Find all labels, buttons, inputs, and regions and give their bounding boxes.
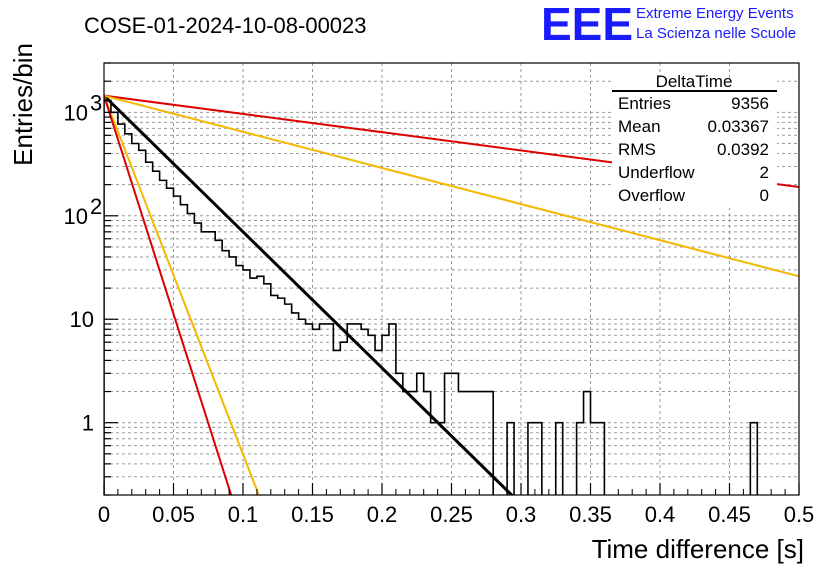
stats-row-value: 2 bbox=[760, 163, 769, 182]
stats-row-value: 0.0392 bbox=[717, 140, 769, 159]
stats-row-label: Mean bbox=[618, 117, 661, 136]
stats-rows: Entries 9356 Mean 0.03367 RMS 0.0392 Underflow… bbox=[618, 94, 769, 205]
x-tick-label: 0.4 bbox=[645, 502, 676, 527]
stats-row-label: Overflow bbox=[618, 186, 686, 205]
grid-lines bbox=[104, 62, 799, 496]
x-tick-label: 0.2 bbox=[367, 502, 398, 527]
y-tick-label: 10 bbox=[70, 307, 94, 332]
stats-box-title: DeltaTime bbox=[656, 72, 733, 91]
stats-row-value: 9356 bbox=[731, 94, 769, 113]
x-tick-label: 0 bbox=[98, 502, 110, 527]
chart-title: COSE-01-2024-10-08-00023 bbox=[84, 13, 367, 38]
x-tick-label: 0.1 bbox=[228, 502, 259, 527]
x-tick-label: 0.25 bbox=[430, 502, 473, 527]
logo-line-1: Extreme Energy Events bbox=[636, 5, 794, 22]
stats-row-label: RMS bbox=[618, 140, 656, 159]
y-tick-label: 1 bbox=[82, 411, 94, 436]
y-tick-label: 10 bbox=[64, 204, 88, 229]
y-tick-exponent: 2 bbox=[90, 194, 102, 219]
stats-box-background bbox=[612, 78, 777, 208]
series-line-red-4 bbox=[104, 95, 233, 495]
x-tick-label: 0.05 bbox=[152, 502, 195, 527]
x-tick-label: 0.5 bbox=[784, 502, 815, 527]
axis-ticks bbox=[103, 62, 800, 496]
x-axis-title: Time difference [s] bbox=[592, 534, 804, 564]
y-tick-exponent: 3 bbox=[90, 90, 102, 115]
series-line-yellow-2 bbox=[104, 94, 799, 278]
histogram-outline bbox=[104, 99, 759, 495]
series-line-yellow-3 bbox=[104, 95, 260, 495]
x-tick-label: 0.3 bbox=[506, 502, 537, 527]
stats-row-value: 0.03367 bbox=[708, 117, 769, 136]
x-tick-labels: 0 0.05 0.1 0.15 0.2 0.25 0.3 0.35 0.4 0.45 0.5 bbox=[98, 502, 814, 527]
x-tick-label: 0.45 bbox=[708, 502, 751, 527]
x-tick-label: 0.15 bbox=[291, 502, 334, 527]
stats-box: DeltaTime Entries 9356 Mean 0.03367 RMS 0.039… bbox=[612, 72, 777, 208]
x-tick-label: 0.35 bbox=[569, 502, 612, 527]
y-axis-title: Entries/bin bbox=[8, 43, 38, 166]
histogram bbox=[104, 99, 759, 495]
y-tick-label: 10 bbox=[64, 100, 88, 125]
stats-row-label: Underflow bbox=[618, 163, 695, 182]
stats-row-value: 0 bbox=[760, 186, 769, 205]
eee-logo: EEE bbox=[541, 0, 633, 50]
stats-row-label: Entries bbox=[618, 94, 671, 113]
logo-line-2: La Scienza nelle Scuole bbox=[636, 25, 796, 42]
series-line-black-0 bbox=[104, 94, 514, 495]
